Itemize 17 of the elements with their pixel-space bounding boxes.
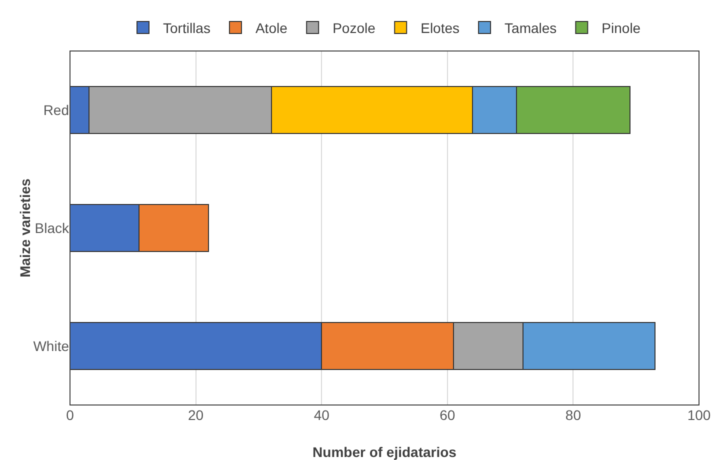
y-tick-label: Black <box>34 220 70 236</box>
x-tick-label: 40 <box>314 407 330 423</box>
y-tick-label: White <box>33 338 70 354</box>
x-tick-label: 20 <box>188 407 204 423</box>
x-tick-label: 80 <box>565 407 582 423</box>
x-tick-label: 60 <box>440 407 456 423</box>
y-tick-label: Red <box>43 102 69 118</box>
legend-label: Tamales <box>504 20 557 36</box>
x-tick-label: 0 <box>66 407 74 423</box>
x-tick-label: 100 <box>687 407 711 423</box>
x-axis-title: Number of ejidatarios <box>312 444 457 460</box>
legend-label: Atole <box>255 20 288 36</box>
legend-label: Pozole <box>332 20 376 36</box>
legend-label: Elotes <box>420 20 460 36</box>
y-axis-title: Maize varieties <box>16 178 33 278</box>
legend-label: Tortillas <box>163 20 210 36</box>
legend-label: Pinole <box>602 20 641 36</box>
